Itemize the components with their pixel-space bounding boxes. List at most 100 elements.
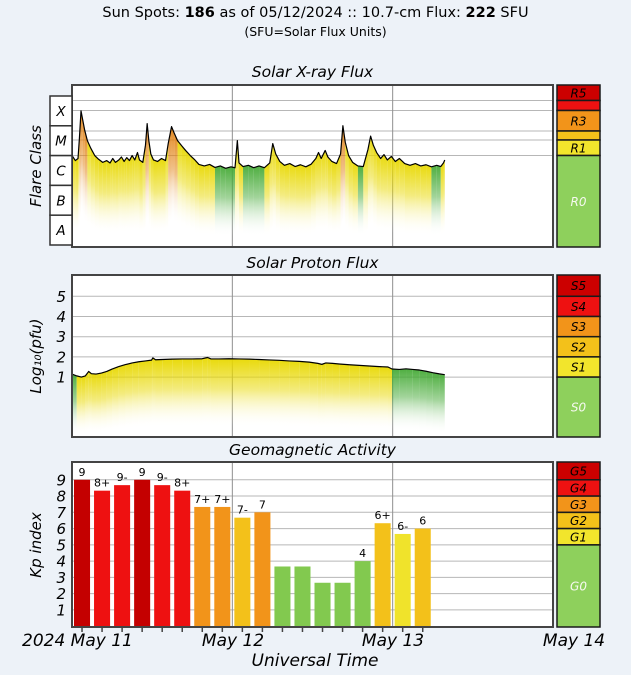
xray-area-strip xyxy=(145,123,148,227)
r-scale-label: R5 xyxy=(571,86,587,100)
xray-area-strip xyxy=(148,140,151,231)
xray-area-strip xyxy=(168,126,172,226)
proton-area-strip xyxy=(391,369,400,432)
proton-area-strip xyxy=(259,359,270,428)
sunspots-label: Sun Spots: xyxy=(102,5,185,21)
xray-area-strip xyxy=(174,133,178,225)
proton-area-strip xyxy=(96,373,102,434)
flare-class-letter: A xyxy=(55,223,65,239)
xray-area-strip xyxy=(204,164,210,236)
proton-area-strip xyxy=(412,369,420,432)
xray-area-strip xyxy=(443,159,445,235)
proton-area-strip xyxy=(399,368,407,432)
xray-area-strip xyxy=(132,155,135,233)
header-line2: (SFU=Solar Flux Units) xyxy=(244,24,387,39)
g-scale-label: G5 xyxy=(570,464,587,478)
xray-area-strip xyxy=(327,157,332,234)
date-label-may11: 2024 May 11 xyxy=(22,631,133,651)
xray-flux-line xyxy=(71,110,446,169)
proton-area-strip xyxy=(269,359,280,428)
proton-tick-label: 3 xyxy=(56,328,66,346)
proton-area-strip xyxy=(369,365,380,431)
proton-area-strip xyxy=(91,373,97,434)
proton-area-strip xyxy=(76,375,82,435)
s-scale-label: S1 xyxy=(571,361,586,375)
xray-area-strip xyxy=(239,162,244,236)
flux-units: SFU xyxy=(495,5,529,21)
kp-bar xyxy=(314,582,331,626)
proton-area-strip xyxy=(299,361,310,429)
proton-area-strip xyxy=(239,358,250,427)
xray-area-strip xyxy=(134,152,138,233)
xray-area-strip xyxy=(153,159,158,234)
g-scale-label: G4 xyxy=(570,481,587,495)
kp-bar xyxy=(154,485,171,626)
xray-area-strip xyxy=(90,148,95,231)
xray-area-strip xyxy=(395,158,400,234)
xray-area-strip xyxy=(345,142,349,231)
proton-area-strip xyxy=(138,360,146,429)
xray-area-strip xyxy=(415,163,421,236)
proton-flux-line xyxy=(71,356,445,378)
xray-area-strip xyxy=(404,163,411,236)
proton-area-strip xyxy=(279,360,290,428)
proton-area-strip xyxy=(101,371,107,434)
proton-area-strip xyxy=(132,361,139,429)
xray-area-strip xyxy=(352,162,358,236)
proton-area-strip xyxy=(81,375,86,435)
proton-area-strip xyxy=(106,369,113,433)
kp-bar xyxy=(174,490,191,626)
xray-area-strip xyxy=(161,158,166,234)
xray-area-strip xyxy=(272,143,276,231)
proton-area-strip xyxy=(309,362,318,429)
g-scale-label: G1 xyxy=(570,530,587,544)
kp-bar xyxy=(274,566,291,626)
xray-area-strip xyxy=(305,164,312,236)
kp-bar xyxy=(254,512,271,626)
proton-area-strip xyxy=(172,358,183,427)
flare-class-letter: B xyxy=(56,193,65,209)
xray-area-strip xyxy=(348,155,353,234)
kp-tick-label: 9 xyxy=(56,471,66,489)
kp-tick-label: 5 xyxy=(56,536,66,554)
xray-area-strip xyxy=(357,165,364,236)
xray-area-strip xyxy=(440,162,444,236)
xray-area-strip xyxy=(367,136,371,229)
xray-area-strip xyxy=(139,159,143,234)
xray-area-strip xyxy=(383,154,388,233)
r-scale-box-R0 xyxy=(556,154,601,248)
kp-tick-label: 1 xyxy=(56,601,66,619)
xray-area-strip xyxy=(431,165,437,236)
date-label-may12: May 12 xyxy=(201,631,265,651)
proton-tick-label: 4 xyxy=(56,308,66,326)
r-scale-label: R3 xyxy=(571,114,587,128)
xray-area-strip xyxy=(98,159,103,234)
proton-tick-label: 5 xyxy=(56,288,66,306)
xray-area-strip xyxy=(410,163,416,236)
xray-area-strip xyxy=(269,143,273,235)
xray-area-strip xyxy=(209,164,215,237)
xray-area-strip xyxy=(436,165,441,236)
proton-tick-label: 1 xyxy=(56,369,66,387)
kp-bar xyxy=(234,517,251,626)
kp-bar xyxy=(354,561,371,626)
xray-area-strip xyxy=(370,136,374,227)
xray-area-strip xyxy=(165,143,169,234)
s-scale-label: S0 xyxy=(571,401,587,415)
xray-chart-title: Solar X-ray Flux xyxy=(251,63,374,81)
xray-area-strip xyxy=(177,140,182,227)
r-scale-box-lvl2 xyxy=(556,130,601,141)
proton-area-strip xyxy=(406,368,413,432)
kp-bar-label: 9- xyxy=(117,471,128,484)
kp-bar xyxy=(374,523,391,626)
kp-bar xyxy=(334,582,351,626)
xray-area-strip xyxy=(279,161,285,236)
kp-bar xyxy=(114,485,131,626)
kp-bar xyxy=(414,528,431,626)
kp-tick-label: 6 xyxy=(56,520,66,538)
s-scale-label: S4 xyxy=(571,300,586,314)
proton-plot-border xyxy=(71,274,554,438)
xray-area-strip xyxy=(331,161,337,235)
kp-plot-border xyxy=(71,461,554,628)
